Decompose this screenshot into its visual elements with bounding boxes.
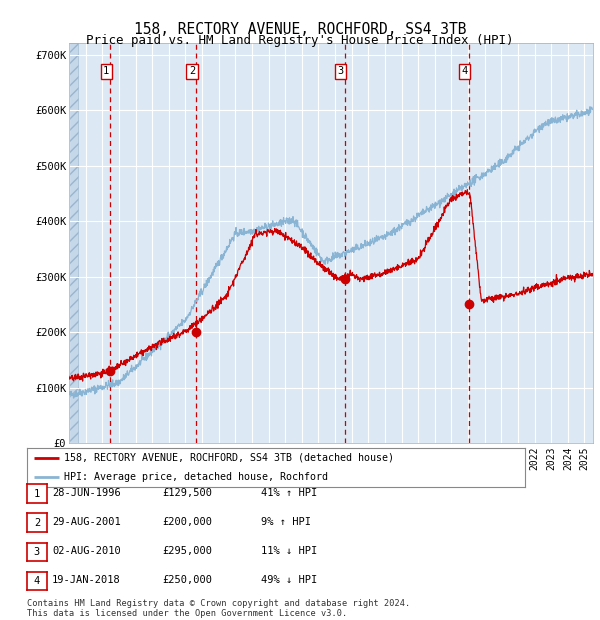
Text: 3: 3 [338,66,344,76]
Text: £200,000: £200,000 [162,517,212,527]
Text: £250,000: £250,000 [162,575,212,585]
Text: 1: 1 [103,66,109,76]
Text: £295,000: £295,000 [162,546,212,556]
Text: 4: 4 [461,66,468,76]
Text: 49% ↓ HPI: 49% ↓ HPI [261,575,317,585]
Text: 1: 1 [34,489,40,498]
Text: 28-JUN-1996: 28-JUN-1996 [52,488,121,498]
Text: 29-AUG-2001: 29-AUG-2001 [52,517,121,527]
Text: £129,500: £129,500 [162,488,212,498]
Text: 158, RECTORY AVENUE, ROCHFORD, SS4 3TB: 158, RECTORY AVENUE, ROCHFORD, SS4 3TB [134,22,466,37]
Text: 4: 4 [34,576,40,586]
Text: 02-AUG-2010: 02-AUG-2010 [52,546,121,556]
Text: Contains HM Land Registry data © Crown copyright and database right 2024.
This d: Contains HM Land Registry data © Crown c… [27,599,410,618]
Text: 2: 2 [34,518,40,528]
Text: Price paid vs. HM Land Registry's House Price Index (HPI): Price paid vs. HM Land Registry's House … [86,34,514,47]
Text: 11% ↓ HPI: 11% ↓ HPI [261,546,317,556]
Text: 9% ↑ HPI: 9% ↑ HPI [261,517,311,527]
Text: 158, RECTORY AVENUE, ROCHFORD, SS4 3TB (detached house): 158, RECTORY AVENUE, ROCHFORD, SS4 3TB (… [64,453,394,463]
Text: 2: 2 [189,66,196,76]
Text: 3: 3 [34,547,40,557]
Text: HPI: Average price, detached house, Rochford: HPI: Average price, detached house, Roch… [64,472,328,482]
Text: 19-JAN-2018: 19-JAN-2018 [52,575,121,585]
Text: 41% ↑ HPI: 41% ↑ HPI [261,488,317,498]
